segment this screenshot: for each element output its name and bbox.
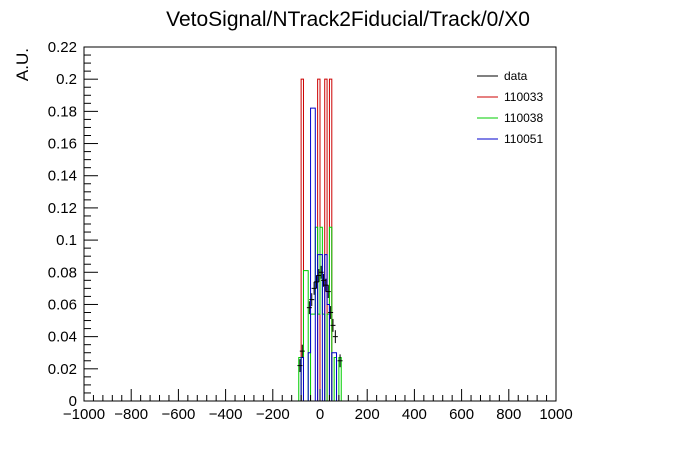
x-tick-label: −800 bbox=[114, 406, 148, 423]
x-tick-label: 600 bbox=[449, 406, 474, 423]
histogram-110051 bbox=[298, 107, 344, 402]
y-tick-label: 0.16 bbox=[48, 136, 77, 153]
y-axis-label: A.U. bbox=[13, 48, 32, 81]
x-tick-label: −600 bbox=[162, 406, 196, 423]
y-tick-label: 0 bbox=[69, 393, 77, 410]
y-tick-label: 0.14 bbox=[48, 168, 77, 185]
y-tick-label: 0.1 bbox=[56, 232, 77, 249]
x-tick-label: 1000 bbox=[539, 406, 572, 423]
x-tick-label: 400 bbox=[402, 406, 427, 423]
y-tick-label: 0.06 bbox=[48, 296, 77, 313]
x-axis: −1000 −800 −600 −400 −200 0 200 400 600 800 1000 bbox=[63, 389, 573, 423]
x-tick-label: 0 bbox=[316, 406, 324, 423]
x-tick-label: 200 bbox=[355, 406, 380, 423]
legend: data 110033 110038 110051 bbox=[477, 69, 543, 146]
y-tick-label: 0.04 bbox=[48, 329, 77, 346]
series-data bbox=[297, 265, 343, 373]
histogram-series-group bbox=[297, 78, 344, 402]
x-tick-label: −200 bbox=[256, 406, 290, 423]
y-tick-label: 0.02 bbox=[48, 361, 77, 378]
y-axis: 0 0.02 0.04 0.06 0.08 0.1 0.12 0.14 0.16 0.18 0.2 0… bbox=[48, 39, 98, 410]
y-tick-label: 0.2 bbox=[56, 71, 77, 88]
legend-label-110051: 110051 bbox=[504, 132, 543, 146]
x-tick-label: −400 bbox=[209, 406, 243, 423]
x-tick-label: −1000 bbox=[63, 406, 105, 423]
legend-label-110038: 110038 bbox=[504, 111, 543, 125]
legend-label-110033: 110033 bbox=[504, 90, 543, 104]
y-tick-label: 0.22 bbox=[48, 39, 77, 56]
y-tick-label: 0.08 bbox=[48, 264, 77, 281]
chart-title: VetoSignal/NTrack2Fiducial/Track/0/X0 bbox=[166, 8, 530, 31]
legend-label-data: data bbox=[504, 69, 528, 83]
y-tick-label: 0.12 bbox=[48, 200, 77, 217]
y-tick-label: 0.18 bbox=[48, 103, 77, 120]
x-tick-label: 800 bbox=[496, 406, 521, 423]
